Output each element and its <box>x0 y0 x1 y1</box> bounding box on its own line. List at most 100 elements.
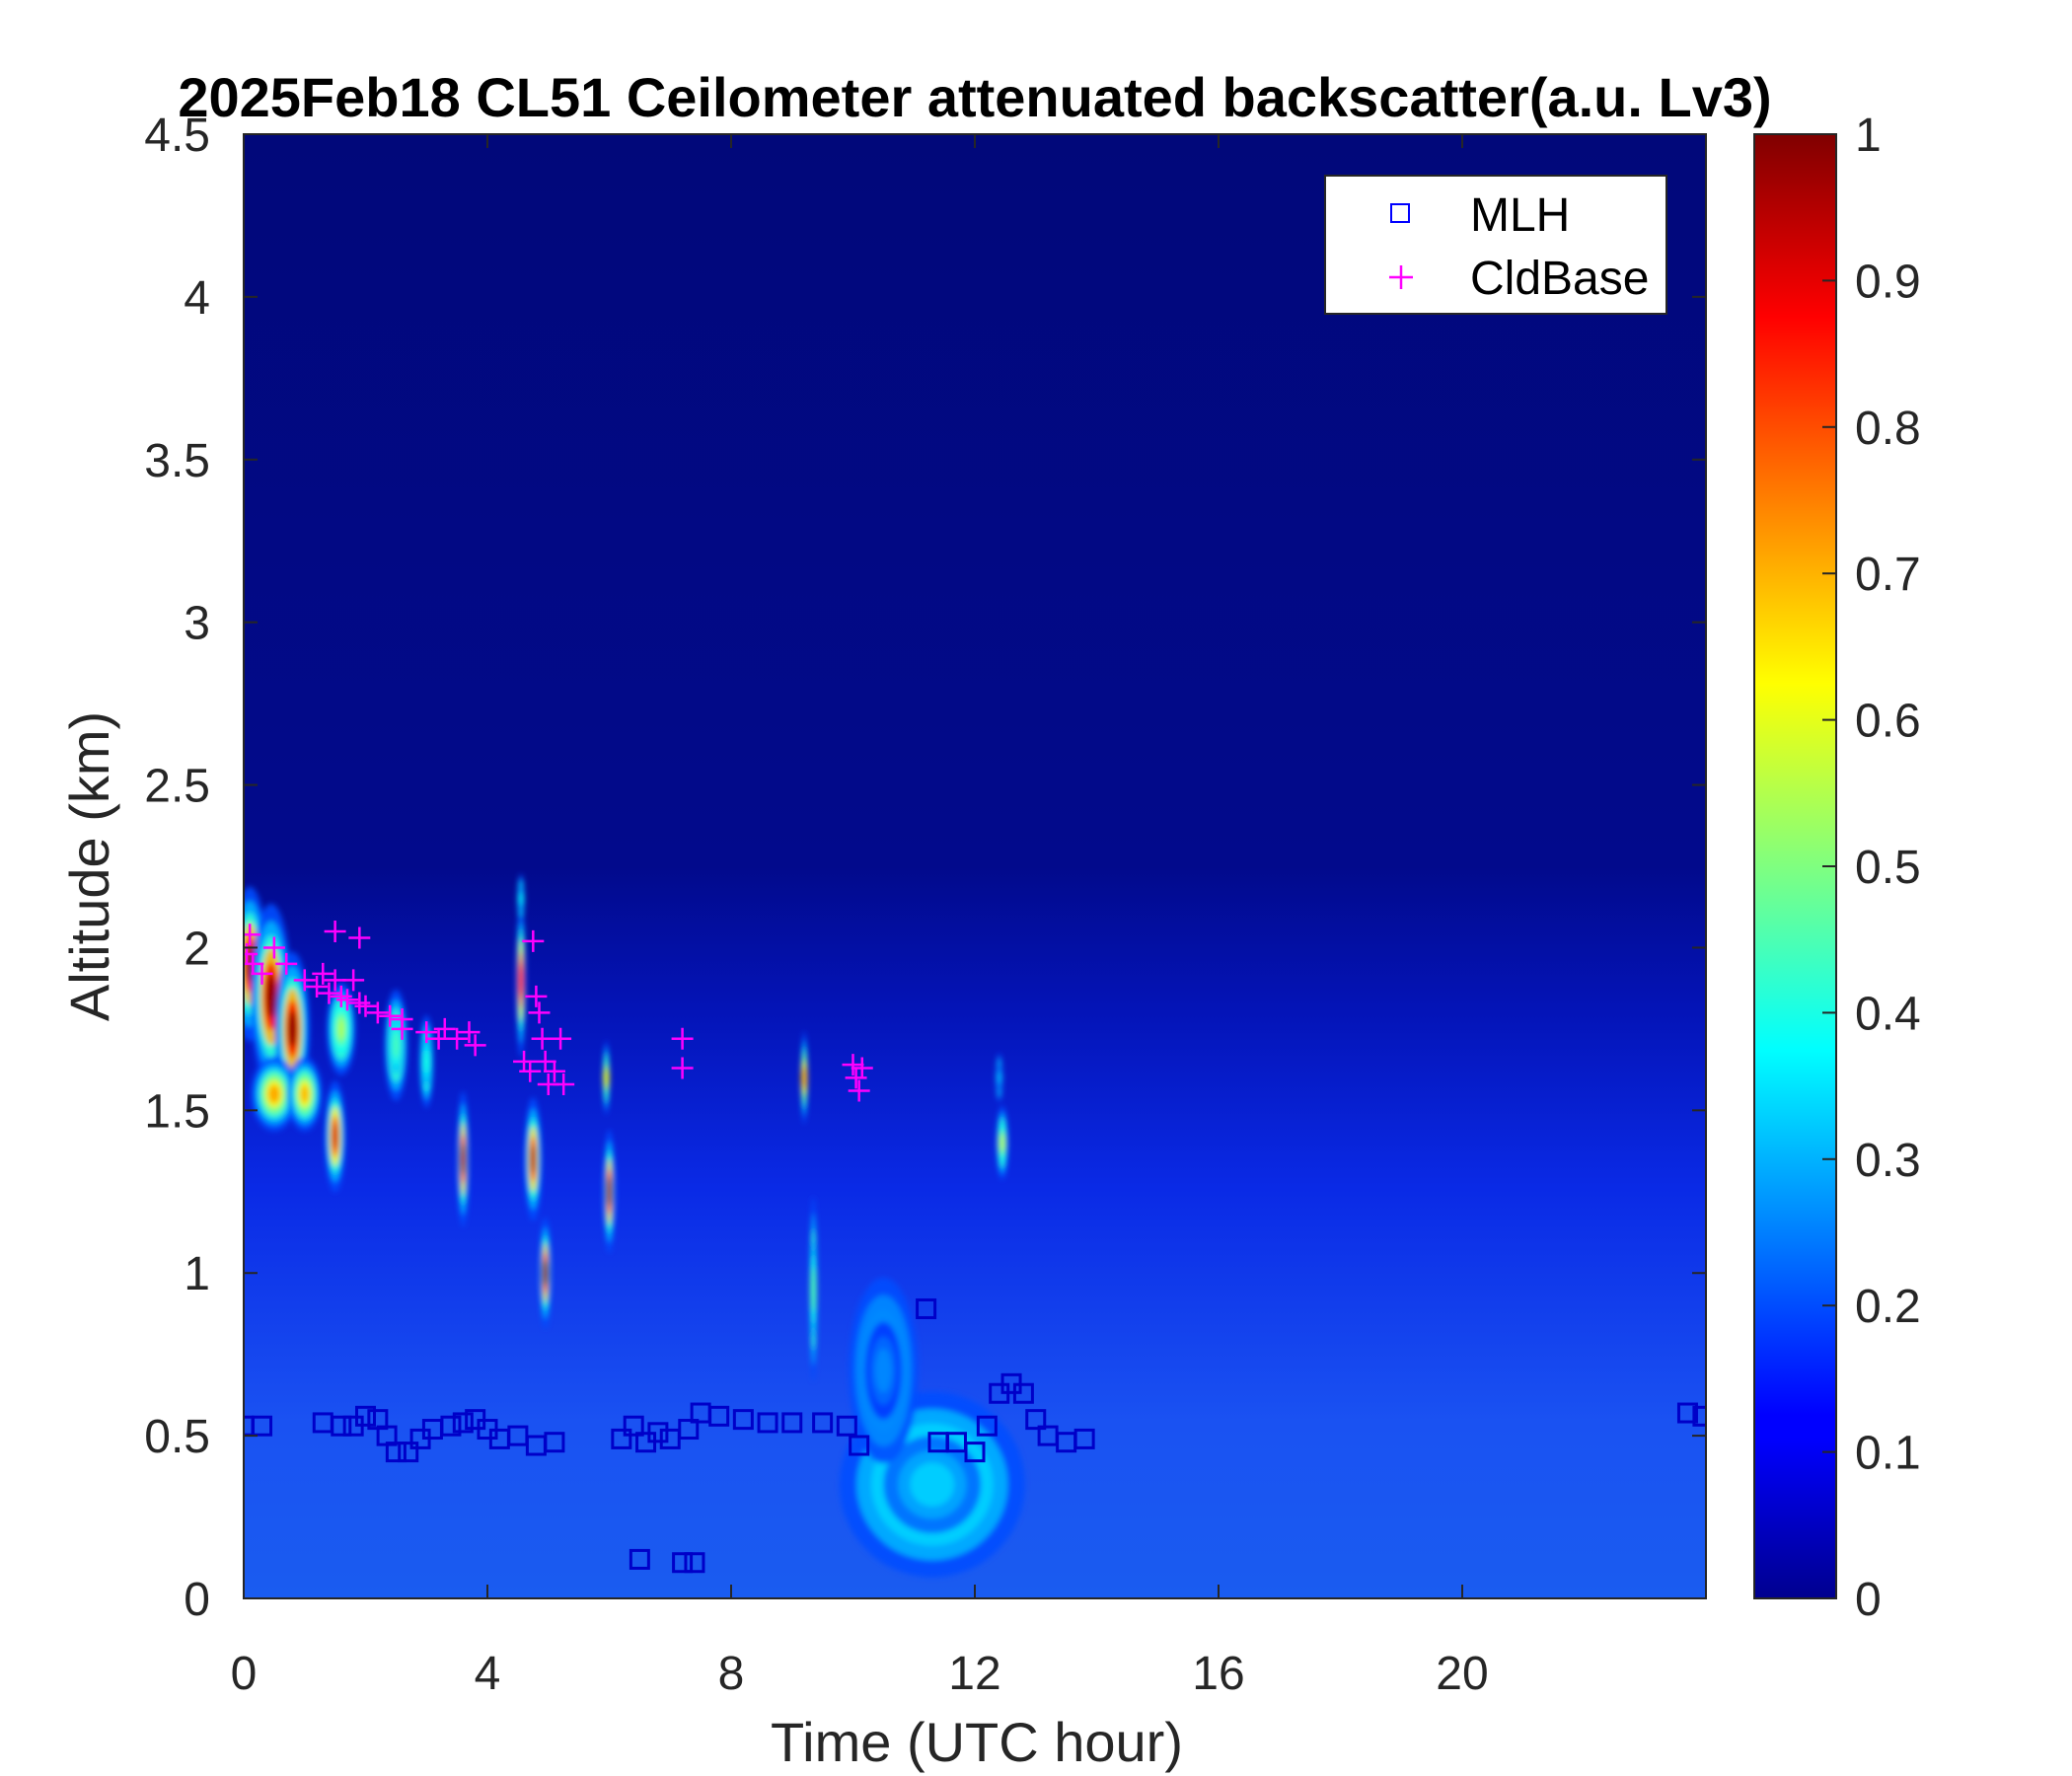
backscatter-features <box>244 873 1025 1578</box>
cldbase-point-18 <box>366 1001 389 1024</box>
cldbase-point-26 <box>458 1021 481 1044</box>
colorbar-tick-label: 0.5 <box>1855 842 1921 894</box>
mlh-point-48 <box>684 1552 705 1574</box>
backscatter-feature-6 <box>327 982 356 1075</box>
cldbase-point-29 <box>519 1060 542 1082</box>
backscatter-feature-7 <box>384 989 408 1101</box>
cldbase-point-44 <box>851 1057 873 1079</box>
mlh-point-33 <box>849 1435 870 1456</box>
backscatter-feature-13 <box>539 1217 552 1329</box>
mlh-point-1 <box>252 1415 273 1437</box>
backscatter-feature-12-layer-5 <box>530 1144 537 1174</box>
cldbase-point-41 <box>842 1054 864 1076</box>
cldbase-point-11 <box>324 920 346 942</box>
cldbase-point-34 <box>534 1050 556 1073</box>
backscatter-feature-6-layer-5 <box>337 1017 345 1041</box>
plot-area <box>244 134 1706 1598</box>
colorbar-tick-label: 0.1 <box>1855 1428 1921 1480</box>
chart-title: 2025Feb18 CL51 Ceilometer attenuated bac… <box>178 66 1771 128</box>
y-tick-label: 2 <box>184 923 210 975</box>
backscatter-feature-21 <box>849 1278 919 1464</box>
mlh-point-23 <box>647 1422 669 1443</box>
backscatter-feature-16-layer-5 <box>801 1067 808 1089</box>
x-tick-label: 12 <box>948 1648 1000 1700</box>
backscatter-feature-17-layer-5 <box>810 1267 817 1311</box>
y-tick-label: 3.5 <box>144 435 210 487</box>
cldbase-point-24 <box>433 1017 456 1040</box>
mlh-point-21 <box>623 1415 644 1437</box>
mlh-point-27 <box>708 1405 730 1427</box>
backscatter-feature-19-layer-5 <box>996 1072 1002 1084</box>
colorbar-tick-label: 0.6 <box>1855 696 1921 748</box>
mlh-point-12 <box>440 1415 462 1437</box>
mlh-point-29 <box>757 1412 778 1434</box>
backscatter-feature-4-layer-5 <box>300 1084 309 1103</box>
colorbar-tick-label: 0 <box>1855 1574 1882 1626</box>
y-tick-label: 0.5 <box>144 1411 210 1463</box>
backscatter-feature-3 <box>251 1057 298 1132</box>
y-tick-label: 0 <box>184 1574 210 1626</box>
mlh-point-25 <box>678 1419 700 1441</box>
mlh-point-45 <box>1073 1428 1095 1449</box>
y-tick-label: 1.5 <box>144 1085 210 1138</box>
cldbase-point-36 <box>543 1060 565 1082</box>
colorbar-tick-label: 0.2 <box>1855 1281 1921 1333</box>
y-axis: 0 0.5 1 1.5 2 2.5 3 3.5 4 4.5 <box>144 110 1706 1626</box>
backscatter-feature-14 <box>603 1130 616 1254</box>
y-tick-label: 1 <box>184 1248 210 1300</box>
mlh-point-41 <box>1012 1382 1034 1404</box>
cldbase-point-30 <box>522 929 545 952</box>
legend-mlh-marker <box>1390 203 1410 223</box>
mlh-point-30 <box>781 1412 803 1434</box>
backscatter-feature-9-layer-5 <box>460 1143 467 1176</box>
mlh-point-50 <box>1692 1405 1706 1427</box>
mlh-point-37 <box>964 1442 986 1463</box>
cldbase-point-33 <box>531 1027 554 1050</box>
x-tick-label: 0 <box>231 1648 258 1700</box>
backscatter-feature-9 <box>457 1090 470 1227</box>
backscatter-feature-7-layer-5 <box>393 1032 400 1059</box>
cldbase-point-31 <box>525 985 548 1007</box>
legend: MLH CldBase <box>1324 175 1667 315</box>
mlh-point-42 <box>1025 1409 1047 1431</box>
cldbase-point-1 <box>244 924 261 946</box>
backscatter-feature-17 <box>809 1196 817 1382</box>
backscatter-feature-14-layer-5 <box>606 1176 613 1207</box>
mlh-point-8 <box>385 1442 407 1463</box>
backscatter-feature-16 <box>801 1031 808 1125</box>
y-tick-label: 4.5 <box>144 110 210 162</box>
backscatter-feature-3-layer-5 <box>268 1084 280 1103</box>
mlh-point-31 <box>812 1412 834 1434</box>
backscatter-feature-20-layer-5 <box>910 1462 955 1507</box>
mlh-point-34 <box>916 1297 937 1319</box>
backscatter-feature-10 <box>516 903 526 1058</box>
backscatter-feature-12 <box>524 1097 543 1221</box>
mlh-point-13 <box>452 1412 474 1434</box>
mlh-point-46 <box>629 1548 650 1570</box>
mlh-point-47 <box>672 1552 694 1574</box>
backscatter-feature-18 <box>996 1105 1008 1180</box>
legend-box <box>1324 175 1667 315</box>
legend-cldbase-marker <box>1389 265 1413 289</box>
cldbase-point-15 <box>348 926 371 949</box>
backscatter-feature-15-layer-5 <box>603 1069 610 1087</box>
cldbase-point-27 <box>464 1034 486 1057</box>
colorbar-tick-label: 0.8 <box>1855 403 1921 455</box>
cldbase-point-14 <box>342 969 365 992</box>
backscatter-feature-19 <box>996 1053 1002 1103</box>
x-tick-label: 16 <box>1192 1648 1244 1700</box>
backscatter-feature-13-layer-5 <box>542 1259 549 1287</box>
cldbase-point-43 <box>848 1079 870 1102</box>
y-tick-label: 3 <box>184 598 210 650</box>
colorbar-tick-label: 0.9 <box>1855 256 1921 308</box>
backscatter-background <box>244 134 1706 1598</box>
cldbase-point-2 <box>244 952 264 975</box>
legend-mlh-label: MLH <box>1470 189 1570 242</box>
mlh-markers <box>244 1297 1706 1574</box>
mlh-point-49 <box>1676 1402 1698 1424</box>
backscatter-feature-5-layer-5 <box>332 1123 338 1150</box>
colorbar-tick-label: 0.3 <box>1855 1135 1921 1187</box>
backscatter-feature-11-layer-5 <box>517 893 524 905</box>
cldbase-point-5 <box>275 952 298 975</box>
